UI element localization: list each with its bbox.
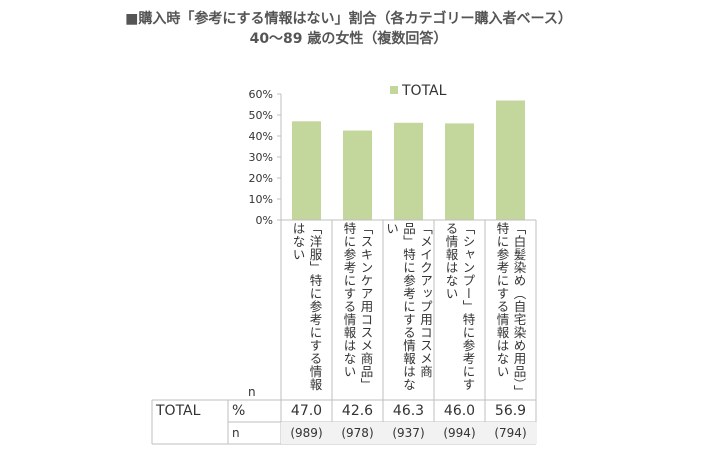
category-label: 「シャンプー」特に参考にする情報はない: [443, 222, 476, 391]
category-label: 「メイクアップ用コスメ商品」特に参考にする情報はない: [384, 222, 433, 391]
pct-value: 46.3: [392, 403, 425, 419]
n-row-shade: [281, 422, 537, 444]
category-label-cell: 「洋服」特に参考にする情報はない: [281, 222, 332, 396]
y-tick-label: 30%: [249, 151, 273, 164]
n-value: (989): [290, 426, 323, 440]
category-label-cell: 「メイクアップ用コスメ商品」特に参考にする情報はない: [383, 222, 434, 396]
total-row-label: TOTAL: [156, 403, 201, 419]
chart-title: ■購入時「参考にする情報はない」割合（各カテゴリー購入者ベース）: [125, 11, 572, 27]
n-header-label: n: [248, 385, 256, 399]
category-label-cell: 「スキンケア用コスメ商品」特に参考にする情報はない: [332, 222, 383, 396]
y-tick-label: 10%: [249, 193, 273, 206]
bar: [496, 100, 525, 220]
n-label: n: [232, 426, 240, 440]
bar: [343, 130, 372, 220]
n-value: (978): [341, 426, 374, 440]
category-label: 「白髪染め（自宅染め用品）」特に参考にする情報はない: [494, 222, 527, 392]
y-tick-label: 60%: [249, 88, 273, 101]
bar: [394, 122, 423, 220]
n-value: (794): [494, 426, 527, 440]
y-tick-label: 0%: [256, 214, 273, 227]
n-value: (937): [392, 426, 425, 440]
category-label: 「洋服」特に参考にする情報はない: [290, 222, 323, 391]
legend-swatch: [390, 86, 398, 94]
pct-value: 46.0: [443, 403, 476, 419]
category-label-cell: 「シャンプー」特に参考にする情報はない: [434, 222, 485, 396]
legend-label: TOTAL: [401, 83, 447, 99]
bar: [445, 123, 474, 220]
category-label: 「スキンケア用コスメ商品」特に参考にする情報はない: [341, 222, 374, 391]
pct-value: 56.9: [494, 403, 527, 419]
y-tick-label: 20%: [249, 172, 273, 185]
n-value: (994): [443, 426, 476, 440]
category-label-cell: 「白髪染め（自宅染め用品）」特に参考にする情報はない: [485, 222, 536, 396]
y-tick-label: 40%: [249, 130, 273, 143]
pct-value: 47.0: [290, 403, 323, 419]
y-tick-label: 50%: [249, 109, 273, 122]
bar: [292, 121, 321, 220]
pct-label: %: [232, 403, 246, 419]
chart-subtitle: 40〜89 歳の女性（複数回答）: [249, 31, 448, 47]
pct-value: 42.6: [341, 403, 374, 419]
